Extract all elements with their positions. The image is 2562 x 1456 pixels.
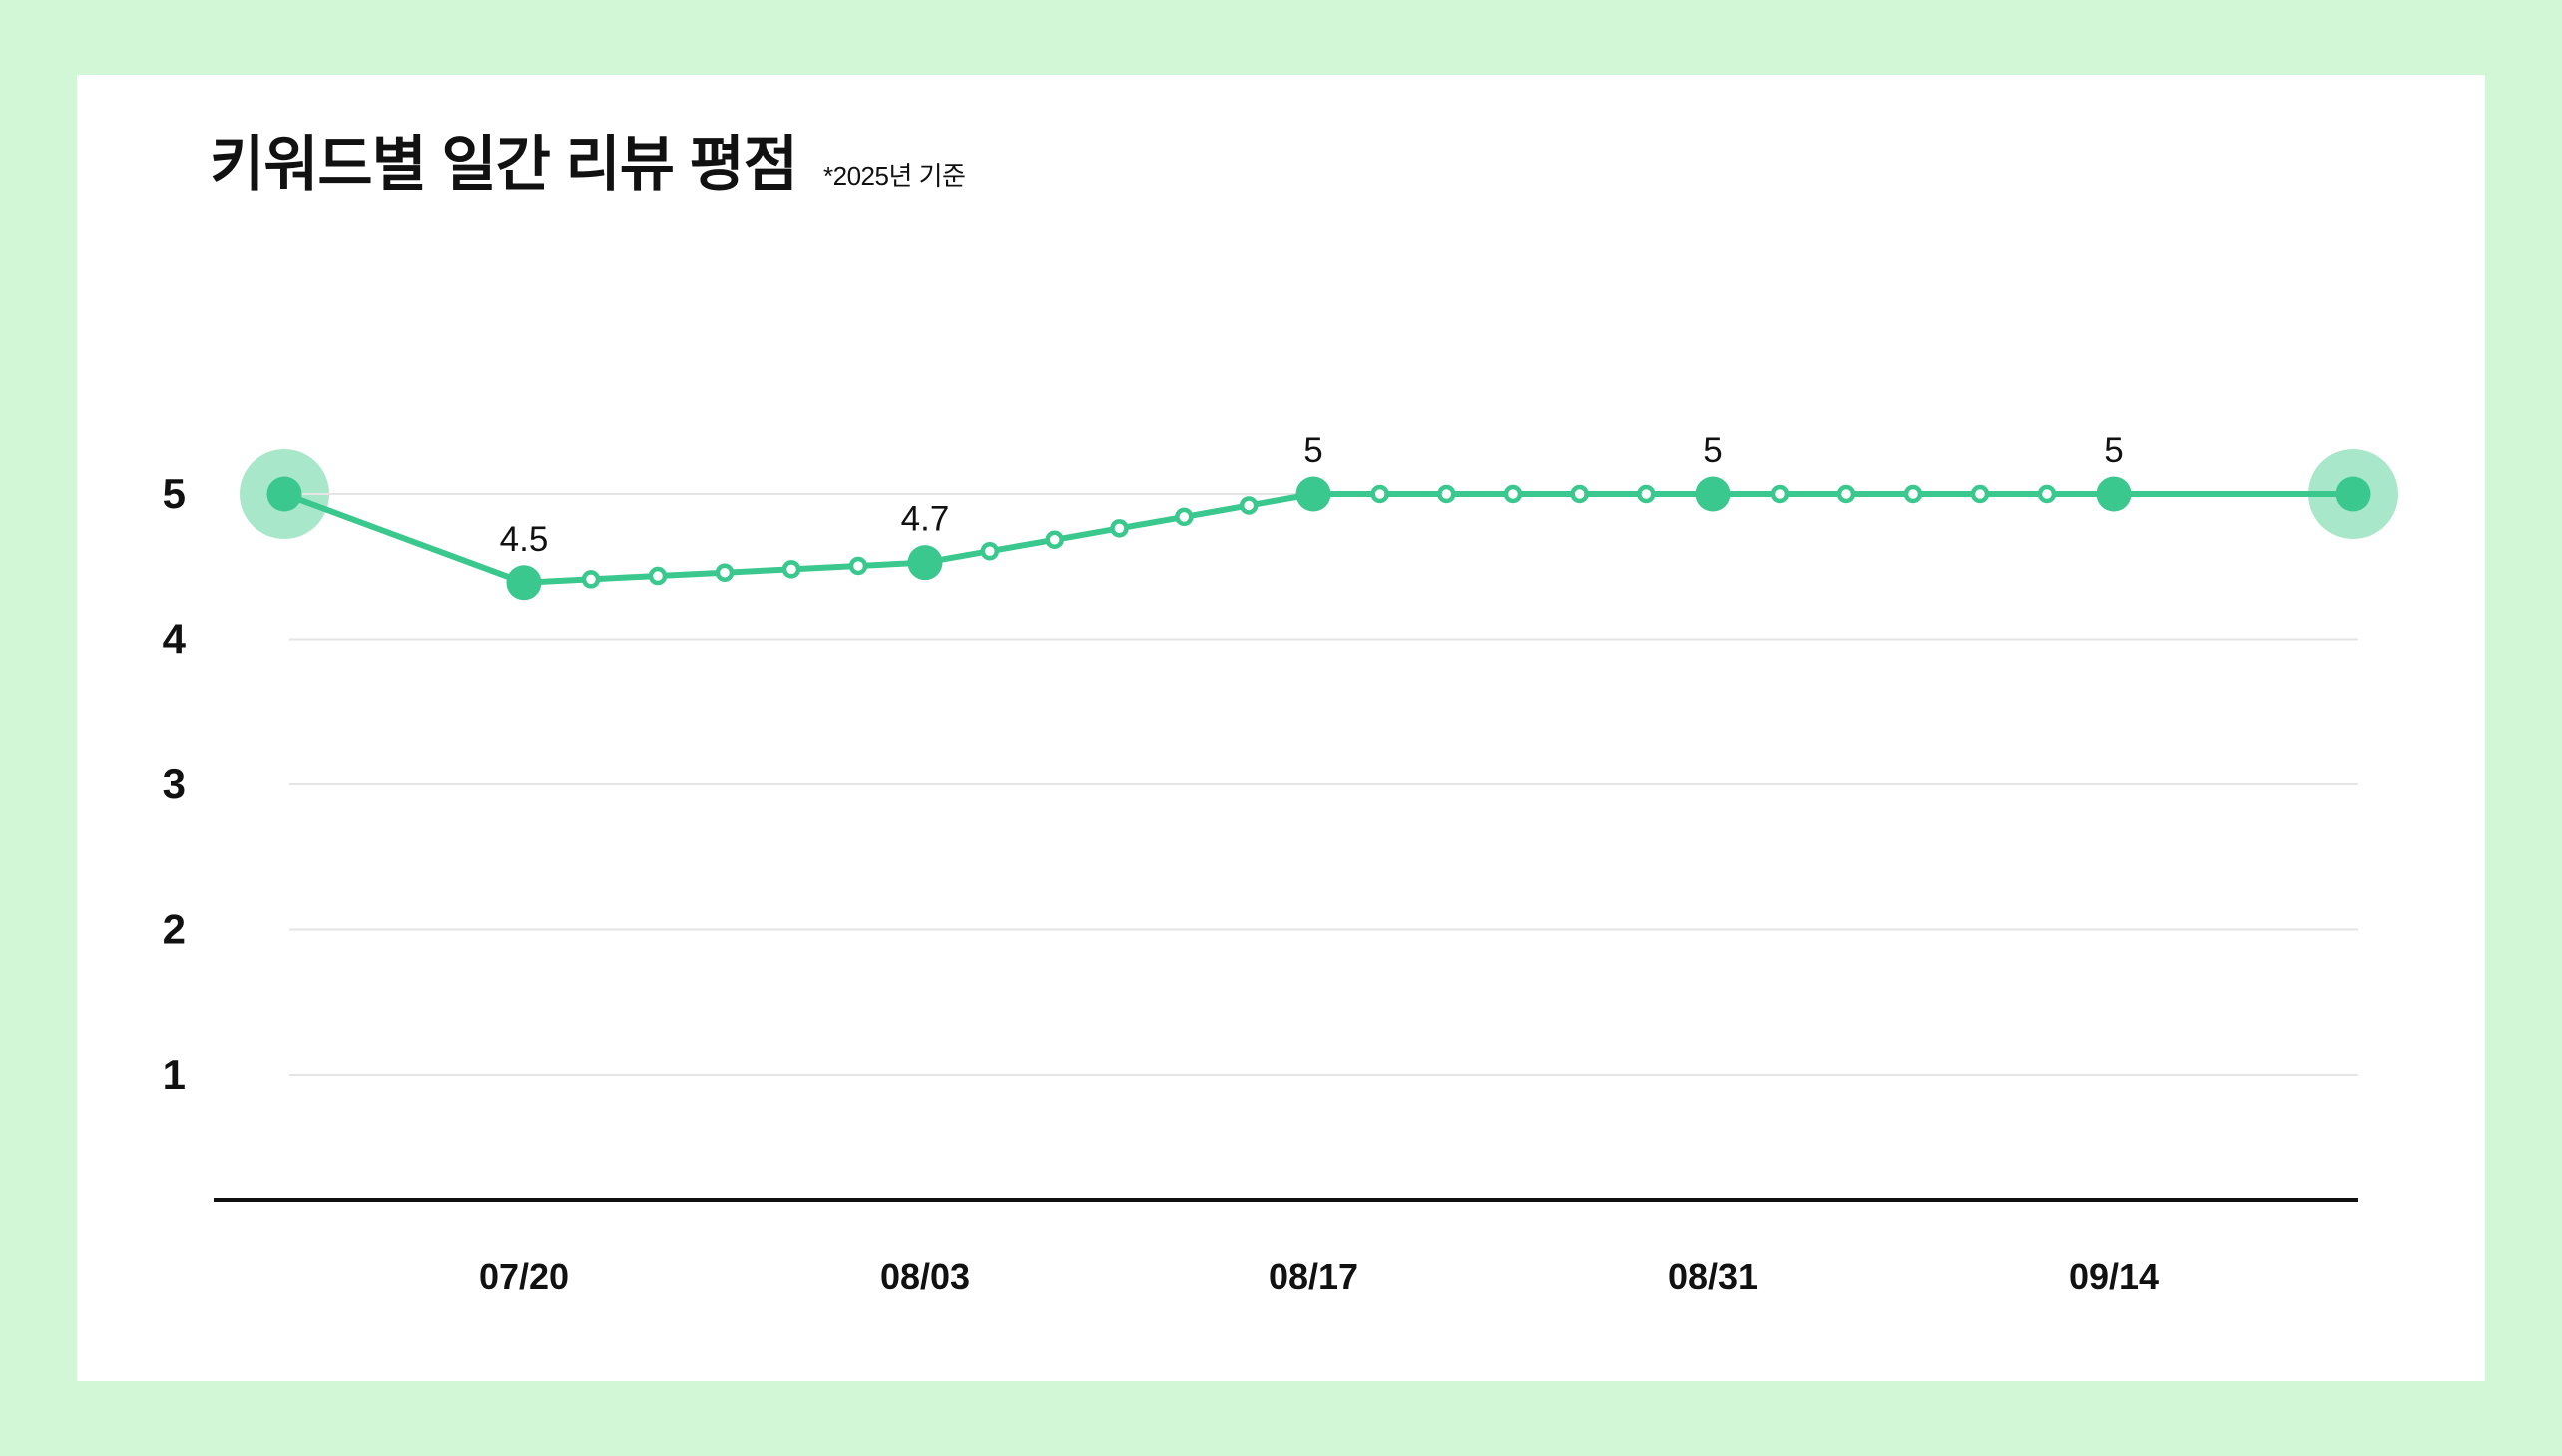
chart-card xyxy=(77,75,2485,1381)
chart-note: *2025년 기준 xyxy=(823,161,966,191)
data-point-label: 5 xyxy=(1703,431,1722,470)
major-point-marker xyxy=(1695,476,1731,512)
y-tick-label: 3 xyxy=(163,760,186,807)
x-axis-labels: 07/20 08/03 08/17 08/31 09/14 xyxy=(479,1256,2159,1297)
minor-point-marker xyxy=(1970,484,1990,504)
y-tick-label: 5 xyxy=(163,470,186,517)
major-point-marker xyxy=(506,565,542,601)
minor-point-marker xyxy=(1175,507,1194,527)
minor-point-marker xyxy=(848,556,868,576)
x-tick-label: 09/14 xyxy=(2069,1256,2159,1297)
data-labels: 4.5 4.7 5 5 5 xyxy=(500,431,2124,559)
y-tick-label: 2 xyxy=(163,906,186,953)
minor-point-marker xyxy=(781,560,801,579)
major-point-marker xyxy=(2096,476,2132,512)
y-axis-labels: 5 4 3 2 1 xyxy=(163,470,187,1098)
x-tick-label: 08/03 xyxy=(880,1256,970,1297)
minor-point-marker xyxy=(1570,484,1589,504)
chart-header: 키워드별 일간 리뷰 평점 *2025년 기준 xyxy=(210,131,966,198)
endpoint-marker xyxy=(266,476,302,512)
data-point-label: 4.5 xyxy=(500,520,549,559)
minor-point-marker xyxy=(1503,484,1523,504)
data-point-label: 4.7 xyxy=(901,500,950,539)
minor-point-marker xyxy=(1770,484,1790,504)
minor-point-marker xyxy=(1437,484,1456,504)
data-point-label: 5 xyxy=(2104,431,2123,470)
minor-point-marker xyxy=(1903,484,1923,504)
minor-point-marker xyxy=(1110,519,1129,538)
x-tick-label: 08/17 xyxy=(1269,1256,1358,1297)
x-tick-label: 08/31 xyxy=(1668,1256,1758,1297)
minor-point-marker xyxy=(1637,484,1656,504)
minor-point-marker xyxy=(980,541,1000,561)
data-point-label: 5 xyxy=(1303,431,1322,470)
x-tick-label: 07/20 xyxy=(479,1256,569,1297)
minor-point-marker xyxy=(1045,530,1064,550)
minor-point-marker xyxy=(2037,484,2057,504)
minor-point-marker xyxy=(1239,496,1259,515)
minor-point-marker xyxy=(1836,484,1856,504)
major-point-marker xyxy=(907,545,943,581)
minor-point-marker xyxy=(581,570,601,589)
y-tick-label: 1 xyxy=(163,1051,186,1098)
endpoint-marker xyxy=(2335,476,2371,512)
minor-point-marker xyxy=(1370,484,1389,504)
series-markers xyxy=(266,476,2371,601)
y-tick-label: 4 xyxy=(163,616,187,663)
major-point-marker xyxy=(1295,476,1331,512)
minor-point-marker xyxy=(715,563,735,582)
minor-point-marker xyxy=(648,566,668,586)
chart-title: 키워드별 일간 리뷰 평점 xyxy=(210,131,798,198)
